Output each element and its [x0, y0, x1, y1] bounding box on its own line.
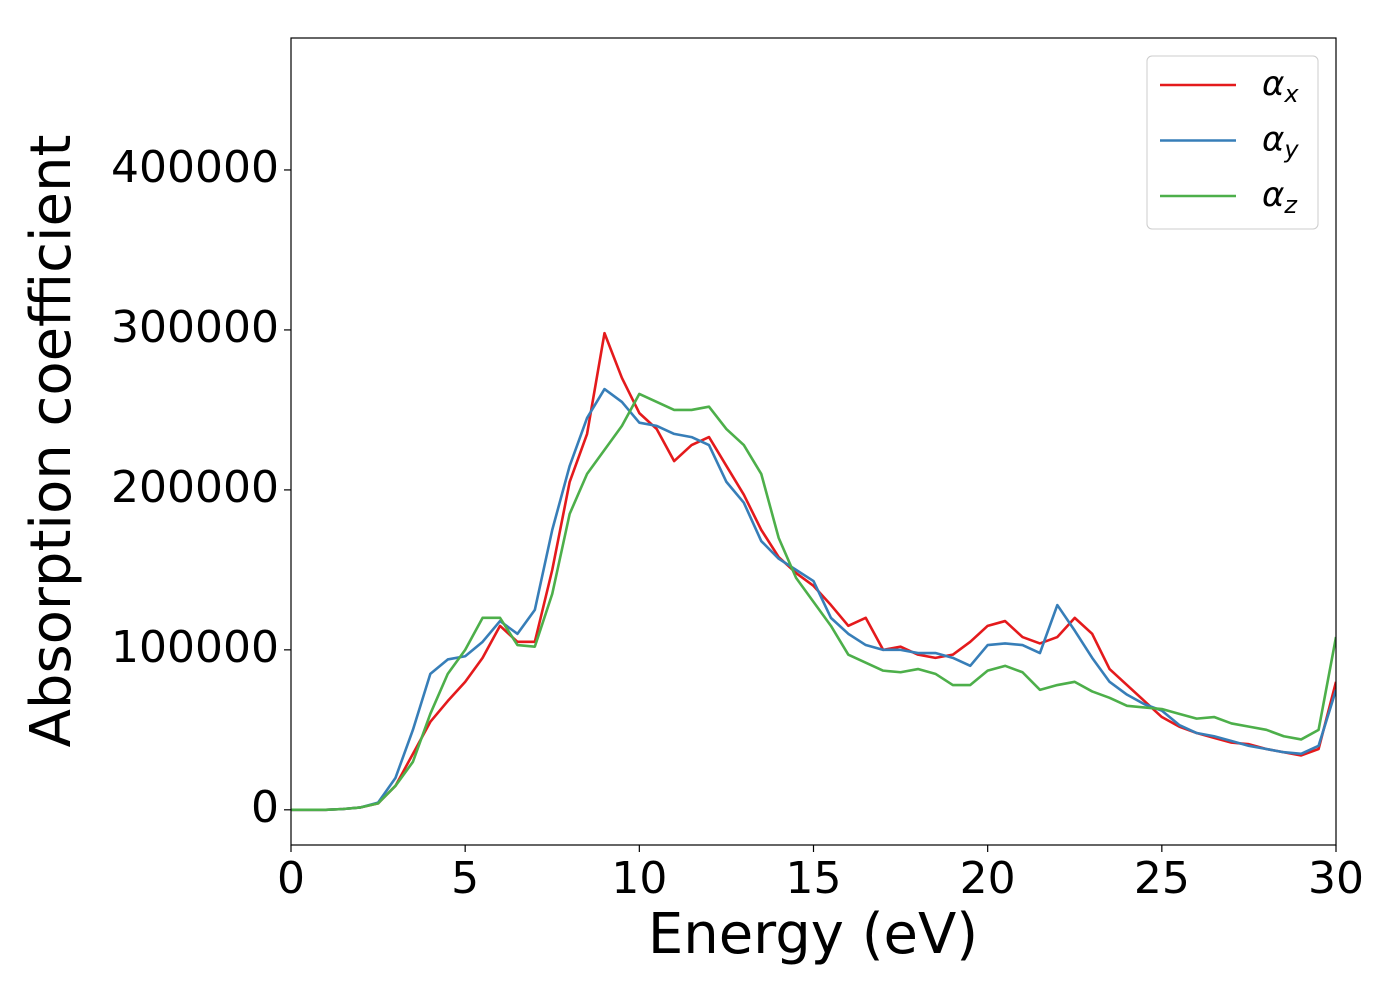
x-tick-label: 0	[277, 853, 305, 904]
series-line	[291, 331, 1336, 812]
legend-label: αz	[1262, 175, 1298, 220]
y-tick-label: 100000	[111, 622, 279, 673]
y-tick-label: 200000	[111, 462, 279, 513]
x-tick-label: 20	[960, 853, 1016, 904]
x-tick-label: 30	[1308, 853, 1364, 904]
legend-label: αy	[1262, 119, 1299, 164]
x-tick-label: 5	[451, 853, 479, 904]
plot-frame	[290, 37, 1337, 846]
series-line	[291, 392, 1336, 812]
x-tick-label: 10	[611, 853, 667, 904]
y-tick-label: 300000	[111, 302, 279, 353]
x-axis-label: Energy (eV)	[648, 902, 978, 967]
y-axis-label: Absorption coefficient	[19, 135, 84, 748]
x-tick-label: 15	[786, 853, 842, 904]
y-tick-label: 400000	[111, 142, 279, 193]
legend-label: αx	[1262, 64, 1299, 109]
y-tick-label: 0	[251, 782, 279, 833]
legend-box	[1146, 55, 1319, 230]
series-line	[291, 387, 1336, 812]
x-tick-label: 25	[1134, 853, 1190, 904]
